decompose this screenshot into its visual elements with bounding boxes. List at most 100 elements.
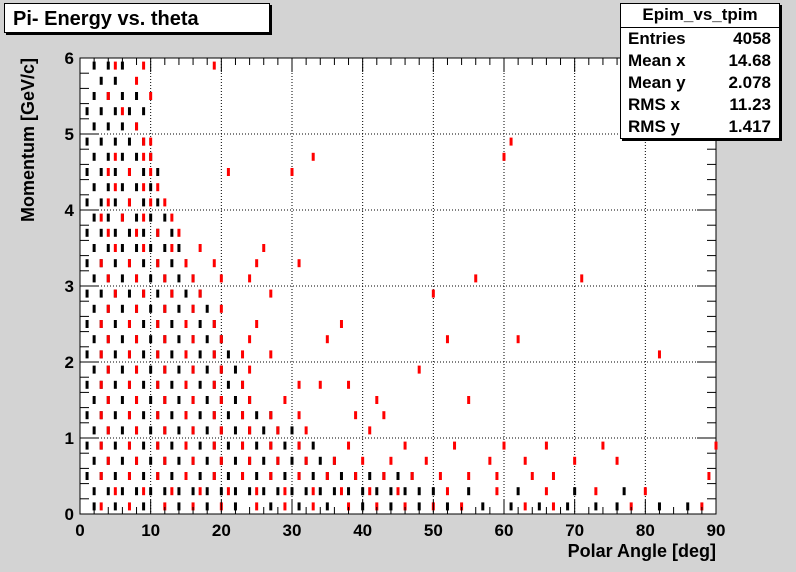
data-point-dark	[99, 76, 103, 85]
tick-labels: 0 10 20 30 40 50 60 70 80 90 0 1 2 3 4 5 6	[65, 49, 726, 540]
data-point-dark	[85, 380, 89, 389]
data-point-red	[127, 502, 131, 511]
data-point-dark	[177, 365, 181, 374]
data-point-dark	[205, 502, 209, 511]
data-point-red	[212, 259, 216, 268]
data-point-red	[509, 137, 513, 146]
data-point-dark	[198, 411, 202, 420]
data-point-dark	[149, 365, 153, 374]
data-point-red	[255, 259, 259, 268]
data-point-red	[424, 456, 428, 465]
data-point-dark	[149, 335, 153, 344]
data-point-dark	[106, 122, 110, 131]
data-point-red	[339, 487, 343, 496]
data-point-dark	[149, 456, 153, 465]
data-point-dark	[142, 320, 146, 328]
data-point-red	[106, 304, 110, 313]
data-point-red	[269, 411, 273, 420]
data-point-red	[163, 198, 167, 207]
stats-row-mean-x: Mean x 14.68	[621, 50, 779, 72]
stats-row-mean-y: Mean y 2.078	[621, 72, 779, 94]
data-point-dark	[85, 411, 89, 420]
data-point-red	[212, 350, 216, 359]
data-point-dark	[177, 274, 181, 283]
data-point-dark	[226, 380, 230, 389]
data-point-red	[431, 289, 435, 298]
data-point-red	[135, 304, 139, 313]
data-point-red	[396, 487, 400, 496]
data-point-red	[495, 472, 499, 480]
data-point-red	[184, 380, 188, 389]
stats-value: 11.23	[729, 95, 771, 114]
data-point-red	[191, 304, 195, 313]
data-point-dark	[163, 244, 167, 252]
y-tick-label: 4	[65, 201, 75, 220]
data-point-red	[283, 396, 287, 404]
data-point-red	[170, 213, 174, 222]
data-point-dark	[311, 472, 315, 480]
data-point-dark	[113, 107, 117, 116]
data-point-red	[241, 380, 245, 389]
data-point-red	[403, 441, 407, 450]
data-point-dark	[177, 502, 181, 511]
data-point-dark	[177, 426, 181, 435]
data-point-red	[248, 426, 252, 435]
data-point-red	[248, 274, 252, 283]
data-point-red	[127, 441, 131, 450]
data-point-dark	[255, 441, 259, 450]
data-point-dark	[205, 456, 209, 465]
data-point-dark	[113, 441, 117, 450]
data-point-red	[184, 441, 188, 450]
data-point-red	[255, 320, 259, 328]
data-point-dark	[262, 426, 266, 435]
data-point-dark	[120, 487, 124, 496]
data-point-dark	[156, 168, 160, 176]
data-point-red	[184, 350, 188, 359]
data-point-red	[382, 411, 386, 420]
data-point-dark	[106, 61, 110, 70]
data-point-red	[241, 441, 245, 450]
data-point-red	[113, 183, 117, 192]
data-point-red	[156, 259, 160, 268]
data-point-red	[170, 487, 174, 496]
x-tick-label: 40	[353, 521, 372, 540]
data-point-red	[127, 350, 131, 359]
data-point-red	[502, 152, 506, 161]
data-point-red	[127, 320, 131, 328]
data-point-red	[149, 168, 153, 176]
data-point-dark	[269, 502, 273, 511]
data-point-red	[135, 396, 139, 404]
data-point-red	[594, 487, 598, 496]
data-point-dark	[92, 365, 96, 374]
data-point-dark	[142, 472, 146, 480]
data-point-red	[106, 365, 110, 374]
data-point-dark	[127, 137, 131, 146]
data-point-red	[453, 441, 457, 450]
data-point-red	[106, 228, 110, 237]
data-point-red	[460, 502, 464, 511]
data-point-dark	[106, 183, 110, 192]
data-point-dark	[92, 426, 96, 435]
data-point-red	[311, 487, 315, 496]
data-point-dark	[233, 487, 237, 496]
data-point-red	[135, 122, 139, 131]
data-point-dark	[594, 502, 598, 511]
data-point-red	[127, 198, 131, 207]
data-point-dark	[92, 152, 96, 161]
data-point-red	[184, 320, 188, 328]
data-point-dark	[113, 228, 117, 237]
data-point-red	[156, 411, 160, 420]
data-point-red	[149, 198, 153, 207]
data-point-red	[219, 335, 223, 344]
data-point-dark	[368, 472, 372, 480]
data-point-red	[106, 168, 110, 176]
data-point-red	[212, 61, 216, 70]
data-point-dark	[113, 137, 117, 146]
stats-label: RMS y	[628, 117, 680, 136]
data-point-dark	[113, 168, 117, 176]
data-point-red	[382, 472, 386, 480]
data-point-red	[163, 365, 167, 374]
data-point-red	[135, 365, 139, 374]
data-point-red	[368, 487, 372, 496]
data-point-dark	[516, 487, 520, 496]
